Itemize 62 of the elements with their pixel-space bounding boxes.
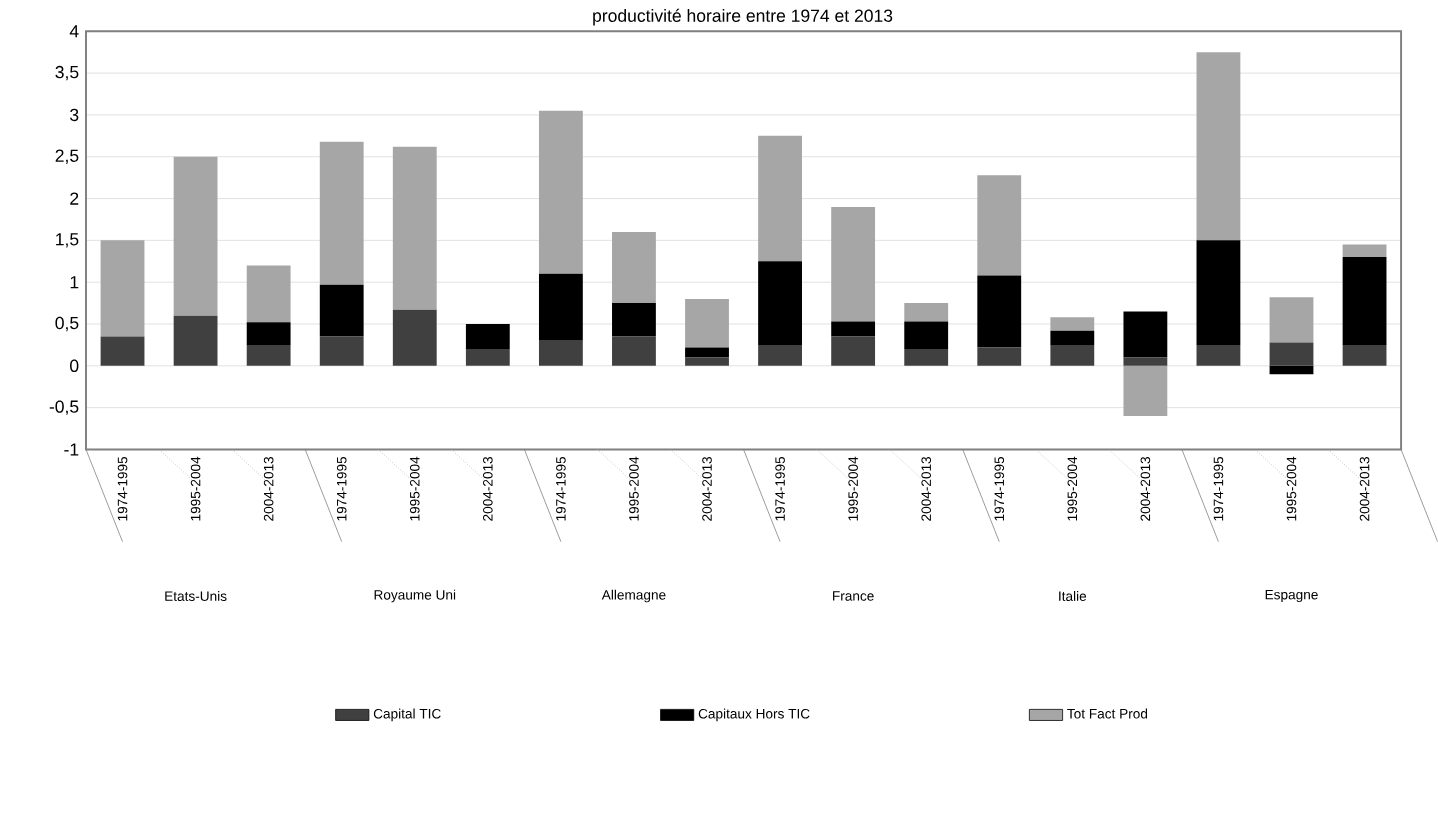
- bar: [977, 174, 1022, 276]
- bar: [612, 336, 656, 366]
- bar: [1123, 365, 1168, 416]
- bar: [1196, 240, 1241, 345]
- bar: [685, 357, 729, 366]
- bar: [1342, 256, 1387, 345]
- bar: [100, 336, 145, 366]
- bar: [246, 265, 291, 323]
- y-tick-label: 2: [70, 192, 79, 205]
- y-tick-label: 3: [70, 108, 79, 121]
- bar: [1342, 244, 1387, 257]
- bar: [904, 302, 949, 322]
- bar: [319, 336, 364, 366]
- bar: [612, 231, 656, 303]
- bar: [1269, 365, 1314, 374]
- bar: [831, 336, 876, 366]
- bar: [538, 273, 583, 341]
- y-tick-label: -1: [64, 443, 79, 456]
- bar: [831, 321, 876, 337]
- y-tick-label: 1: [70, 275, 79, 288]
- bar: [465, 348, 510, 366]
- bar: [758, 261, 802, 345]
- bar: [1269, 342, 1314, 366]
- bar: [685, 347, 729, 358]
- bar: [538, 340, 583, 366]
- y-tick-label: 0,5: [55, 316, 79, 331]
- y-tick-label: 0: [70, 359, 79, 372]
- bar: [319, 141, 364, 285]
- bar: [1050, 317, 1095, 331]
- bar: [758, 135, 802, 262]
- y-tick-label: 1,5: [56, 232, 79, 248]
- bar: [538, 110, 583, 274]
- bar: [392, 146, 437, 310]
- bar: [392, 309, 437, 366]
- bar: [100, 240, 145, 337]
- bar: [465, 323, 510, 349]
- bar: [246, 322, 291, 345]
- y-tick-label: 4: [69, 25, 79, 38]
- bar: [1123, 311, 1168, 358]
- bar: [173, 315, 218, 366]
- bar: [977, 347, 1022, 366]
- y-tick-label: 3,5: [55, 65, 79, 81]
- bar: [173, 156, 218, 316]
- bar: [758, 344, 802, 366]
- bar: [319, 284, 364, 337]
- chart-title: productivité horaire entre 1974 et 2013: [593, 8, 893, 26]
- bar: [1050, 330, 1095, 345]
- bar: [612, 302, 656, 337]
- bar: [904, 321, 949, 349]
- y-tick-label: 2,5: [55, 149, 79, 164]
- y-tick-label: -0,5: [49, 400, 79, 415]
- bar: [1050, 344, 1095, 366]
- bar: [1123, 357, 1168, 366]
- bar: [1269, 297, 1314, 343]
- bar: [685, 298, 729, 348]
- bar: [1196, 344, 1241, 366]
- bar: [904, 348, 949, 366]
- bar: [1342, 344, 1387, 366]
- bar: [977, 275, 1022, 348]
- bar: [1196, 51, 1241, 241]
- bar: [246, 344, 291, 366]
- bar: [831, 206, 876, 322]
